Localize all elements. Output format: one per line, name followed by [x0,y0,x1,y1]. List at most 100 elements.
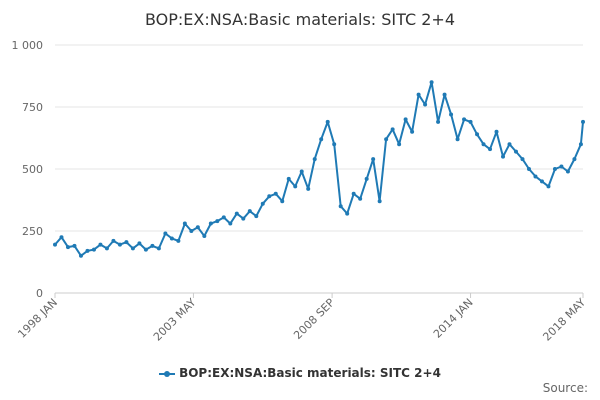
data-point[interactable] [59,235,64,240]
data-point[interactable] [449,112,454,117]
grid-lines [55,44,583,294]
legend-label: BOP:EX:NSA:Basic materials: SITC 2+4 [179,366,441,380]
data-point[interactable] [221,215,226,220]
data-point[interactable] [241,216,246,221]
data-point[interactable] [53,242,57,247]
data-point[interactable] [442,92,447,97]
data-point[interactable] [436,119,441,124]
data-point[interactable] [78,253,83,258]
data-point[interactable] [358,196,363,201]
data-point[interactable] [581,119,585,124]
data-point[interactable] [338,204,343,209]
chart-title: BOP:EX:NSA:Basic materials: SITC 2+4 [144,10,456,29]
data-point[interactable] [559,164,564,169]
data-point[interactable] [202,233,207,238]
x-tick-label: 2014 JAN [431,296,476,341]
y-axis: 0 250 500 750 1 000 [12,39,44,300]
data-point[interactable] [513,149,518,154]
data-point[interactable] [293,184,298,189]
data-point[interactable] [280,199,285,204]
data-point[interactable] [533,174,538,179]
data-point[interactable] [85,248,90,253]
data-point[interactable] [254,214,259,219]
legend[interactable]: BOP:EX:NSA:Basic materials: SITC 2+4 [0,366,600,380]
data-point[interactable] [72,243,77,248]
data-point[interactable] [286,176,291,181]
y-tick-label: 750 [22,101,43,114]
data-point[interactable] [267,194,272,199]
data-point[interactable] [416,92,421,97]
data-point[interactable] [91,247,96,252]
data-point[interactable] [104,246,109,251]
data-point[interactable] [377,199,382,204]
data-point[interactable] [468,119,473,124]
x-tick-label: 1998 JAN [15,296,60,341]
data-point[interactable] [481,142,486,147]
data-point[interactable] [526,167,531,171]
data-point[interactable] [384,137,389,142]
data-point[interactable] [520,157,525,162]
data-point[interactable] [150,243,155,248]
data-point[interactable] [475,132,480,137]
source-label: Source: [542,381,588,395]
data-point[interactable] [364,176,369,181]
data-point[interactable] [143,247,148,252]
data-point[interactable] [429,80,434,85]
data-point[interactable] [546,184,551,189]
data-point[interactable] [371,157,376,162]
data-point[interactable] [565,169,570,174]
data-point[interactable] [247,209,252,214]
data-point[interactable] [397,142,402,147]
data-point[interactable] [176,238,181,243]
data-point[interactable] [488,147,493,152]
data-point[interactable] [312,157,317,162]
data-point[interactable] [455,137,460,142]
data-point[interactable] [228,221,233,226]
data-point[interactable] [507,142,512,147]
data-point[interactable] [156,246,161,251]
x-tick-label: 2008 SEP [291,296,337,342]
y-tick-label: 1 000 [12,39,44,52]
data-point[interactable] [234,211,239,216]
data-point[interactable] [539,179,544,184]
data-point[interactable] [208,221,213,226]
data-point[interactable] [117,242,122,247]
data-point[interactable] [403,117,408,122]
data-point[interactable] [111,238,116,243]
data-point[interactable] [273,191,278,196]
data-point[interactable] [410,129,415,134]
data-point[interactable] [215,219,220,224]
data-point[interactable] [501,154,506,159]
data-point[interactable] [332,142,337,147]
data-point[interactable] [98,242,103,247]
data-point[interactable] [390,127,395,132]
y-tick-label: 250 [22,225,43,238]
data-point[interactable] [351,191,356,196]
data-point[interactable] [578,142,583,147]
legend-line-marker-icon [159,369,176,379]
data-point[interactable] [163,231,168,236]
data-point[interactable] [124,240,129,245]
data-point[interactable] [182,221,187,226]
data-point[interactable] [306,186,311,191]
x-tick-label: 2003 MAY [151,296,199,344]
data-point[interactable] [65,245,70,250]
data-point[interactable] [345,211,350,216]
series-group [53,80,585,258]
data-point[interactable] [552,167,557,171]
data-point[interactable] [169,236,174,241]
data-point[interactable] [572,157,577,162]
data-point[interactable] [319,137,324,142]
data-point[interactable] [137,241,142,246]
data-point[interactable] [299,169,304,174]
y-tick-label: 500 [22,163,43,176]
data-point[interactable] [325,119,330,124]
data-point[interactable] [189,229,194,233]
data-point[interactable] [130,246,135,251]
data-point[interactable] [260,201,265,206]
data-point[interactable] [494,129,499,134]
data-point[interactable] [423,102,428,107]
data-point[interactable] [195,225,200,230]
data-point[interactable] [462,117,467,122]
